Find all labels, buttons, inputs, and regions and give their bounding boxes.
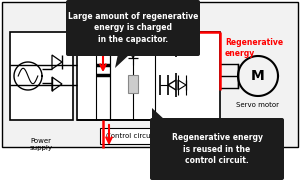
Bar <box>2 2 298 147</box>
FancyBboxPatch shape <box>66 0 200 56</box>
Text: Regenerative energy
is reused in the
control circuit.: Regenerative energy is reused in the con… <box>172 133 262 165</box>
Text: Servo motor: Servo motor <box>237 102 280 108</box>
Text: M: M <box>251 69 265 83</box>
Bar <box>10 32 73 120</box>
Text: Control circuit: Control circuit <box>106 133 156 139</box>
Text: Power
supply: Power supply <box>29 138 52 151</box>
Polygon shape <box>152 108 165 120</box>
Text: Regenerative
energy: Regenerative energy <box>225 38 283 58</box>
Bar <box>77 32 220 120</box>
Text: Large amount of regenerative
energy is charged
in the capacitor.: Large amount of regenerative energy is c… <box>68 12 198 44</box>
FancyBboxPatch shape <box>100 128 162 144</box>
FancyBboxPatch shape <box>150 118 284 180</box>
Polygon shape <box>115 54 130 68</box>
Bar <box>128 75 138 93</box>
